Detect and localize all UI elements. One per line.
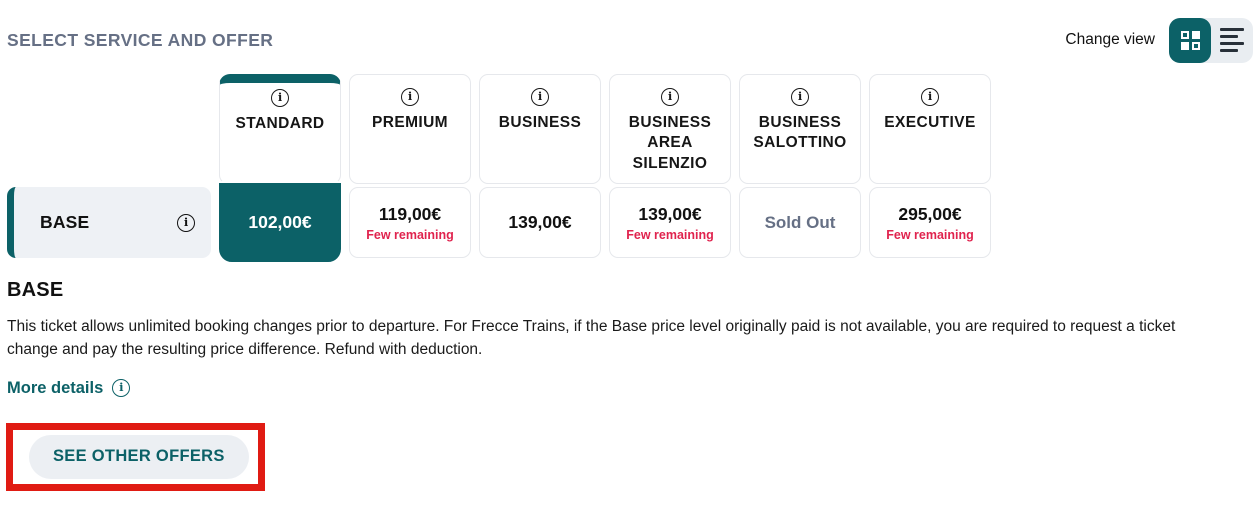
service-header-standard[interactable]: i STANDARD	[219, 74, 341, 184]
service-name: EXECUTIVE	[884, 114, 976, 131]
grid-view-icon	[1180, 30, 1200, 50]
info-icon[interactable]: i	[921, 88, 939, 106]
price-cell-standard-base[interactable]: 102,00€	[219, 183, 341, 262]
service-header-business-salottino[interactable]: i BUSINESS SALOTTINO	[739, 74, 861, 184]
more-details-link[interactable]: More details i	[7, 378, 131, 398]
offer-label: BASE	[40, 212, 90, 232]
list-view-icon	[1220, 28, 1244, 52]
service-header-premium[interactable]: i PREMIUM	[349, 74, 471, 184]
service-name: BUSINESS SALOTTINO	[753, 114, 847, 152]
price-cell-business-base[interactable]: 139,00€	[479, 187, 601, 258]
service-header-business[interactable]: i BUSINESS	[479, 74, 601, 184]
sold-out-label: Sold Out	[764, 212, 836, 232]
info-icon[interactable]: i	[401, 88, 419, 106]
price-value: 119,00€	[378, 203, 442, 224]
info-icon[interactable]: i	[661, 88, 679, 106]
topbar: SELECT SERVICE AND OFFER Change view	[7, 16, 1253, 64]
price-value: 139,00€	[638, 203, 702, 224]
offer-row-label-base: BASE i	[7, 187, 211, 258]
view-toggle	[1169, 17, 1253, 63]
view-switch: Change view	[1065, 17, 1253, 63]
price-cell-premium-base[interactable]: 119,00€ Few remaining	[349, 187, 471, 258]
service-header-executive[interactable]: i EXECUTIVE	[869, 74, 991, 184]
service-header-business-area-silenzio[interactable]: i BUSINESS AREA SILENZIO	[609, 74, 731, 184]
availability-note: Few remaining	[366, 227, 454, 242]
see-other-offers-button[interactable]: SEE OTHER OFFERS	[29, 434, 249, 479]
matrix-corner-spacer	[7, 74, 211, 184]
availability-note: Few remaining	[626, 227, 714, 242]
info-icon[interactable]: i	[271, 89, 289, 107]
info-icon[interactable]: i	[791, 88, 809, 106]
price-cell-business-area-silenzio-base[interactable]: 139,00€ Few remaining	[609, 187, 731, 258]
info-icon[interactable]: i	[531, 88, 549, 106]
price-value: 102,00€	[248, 212, 312, 232]
service-name: STANDARD	[235, 115, 325, 132]
more-details-label: More details	[7, 378, 104, 397]
list-view-button[interactable]	[1211, 18, 1253, 63]
price-value: 139,00€	[508, 212, 572, 232]
offer-description: This ticket allows unlimited booking cha…	[7, 318, 1176, 359]
offer-details-heading: BASE	[7, 279, 64, 301]
page-title: SELECT SERVICE AND OFFER	[7, 29, 274, 50]
price-cell-executive-base[interactable]: 295,00€ Few remaining	[869, 187, 991, 258]
service-name: BUSINESS	[498, 114, 582, 131]
grid-view-button[interactable]	[1169, 17, 1211, 63]
change-view-label: Change view	[1065, 31, 1155, 48]
availability-note: Few remaining	[886, 227, 974, 242]
annotation-highlight-box: SEE OTHER OFFERS	[6, 422, 265, 491]
price-value: 295,00€	[898, 203, 962, 224]
info-icon: i	[112, 379, 131, 397]
info-icon[interactable]: i	[177, 213, 195, 232]
service-name: PREMIUM	[372, 114, 448, 131]
price-cell-business-salottino-base: Sold Out	[739, 187, 861, 258]
service-offer-matrix: i STANDARD i PREMIUM i BUSINESS i BUSINE…	[7, 74, 1253, 262]
service-name: BUSINESS AREA SILENZIO	[628, 114, 712, 172]
